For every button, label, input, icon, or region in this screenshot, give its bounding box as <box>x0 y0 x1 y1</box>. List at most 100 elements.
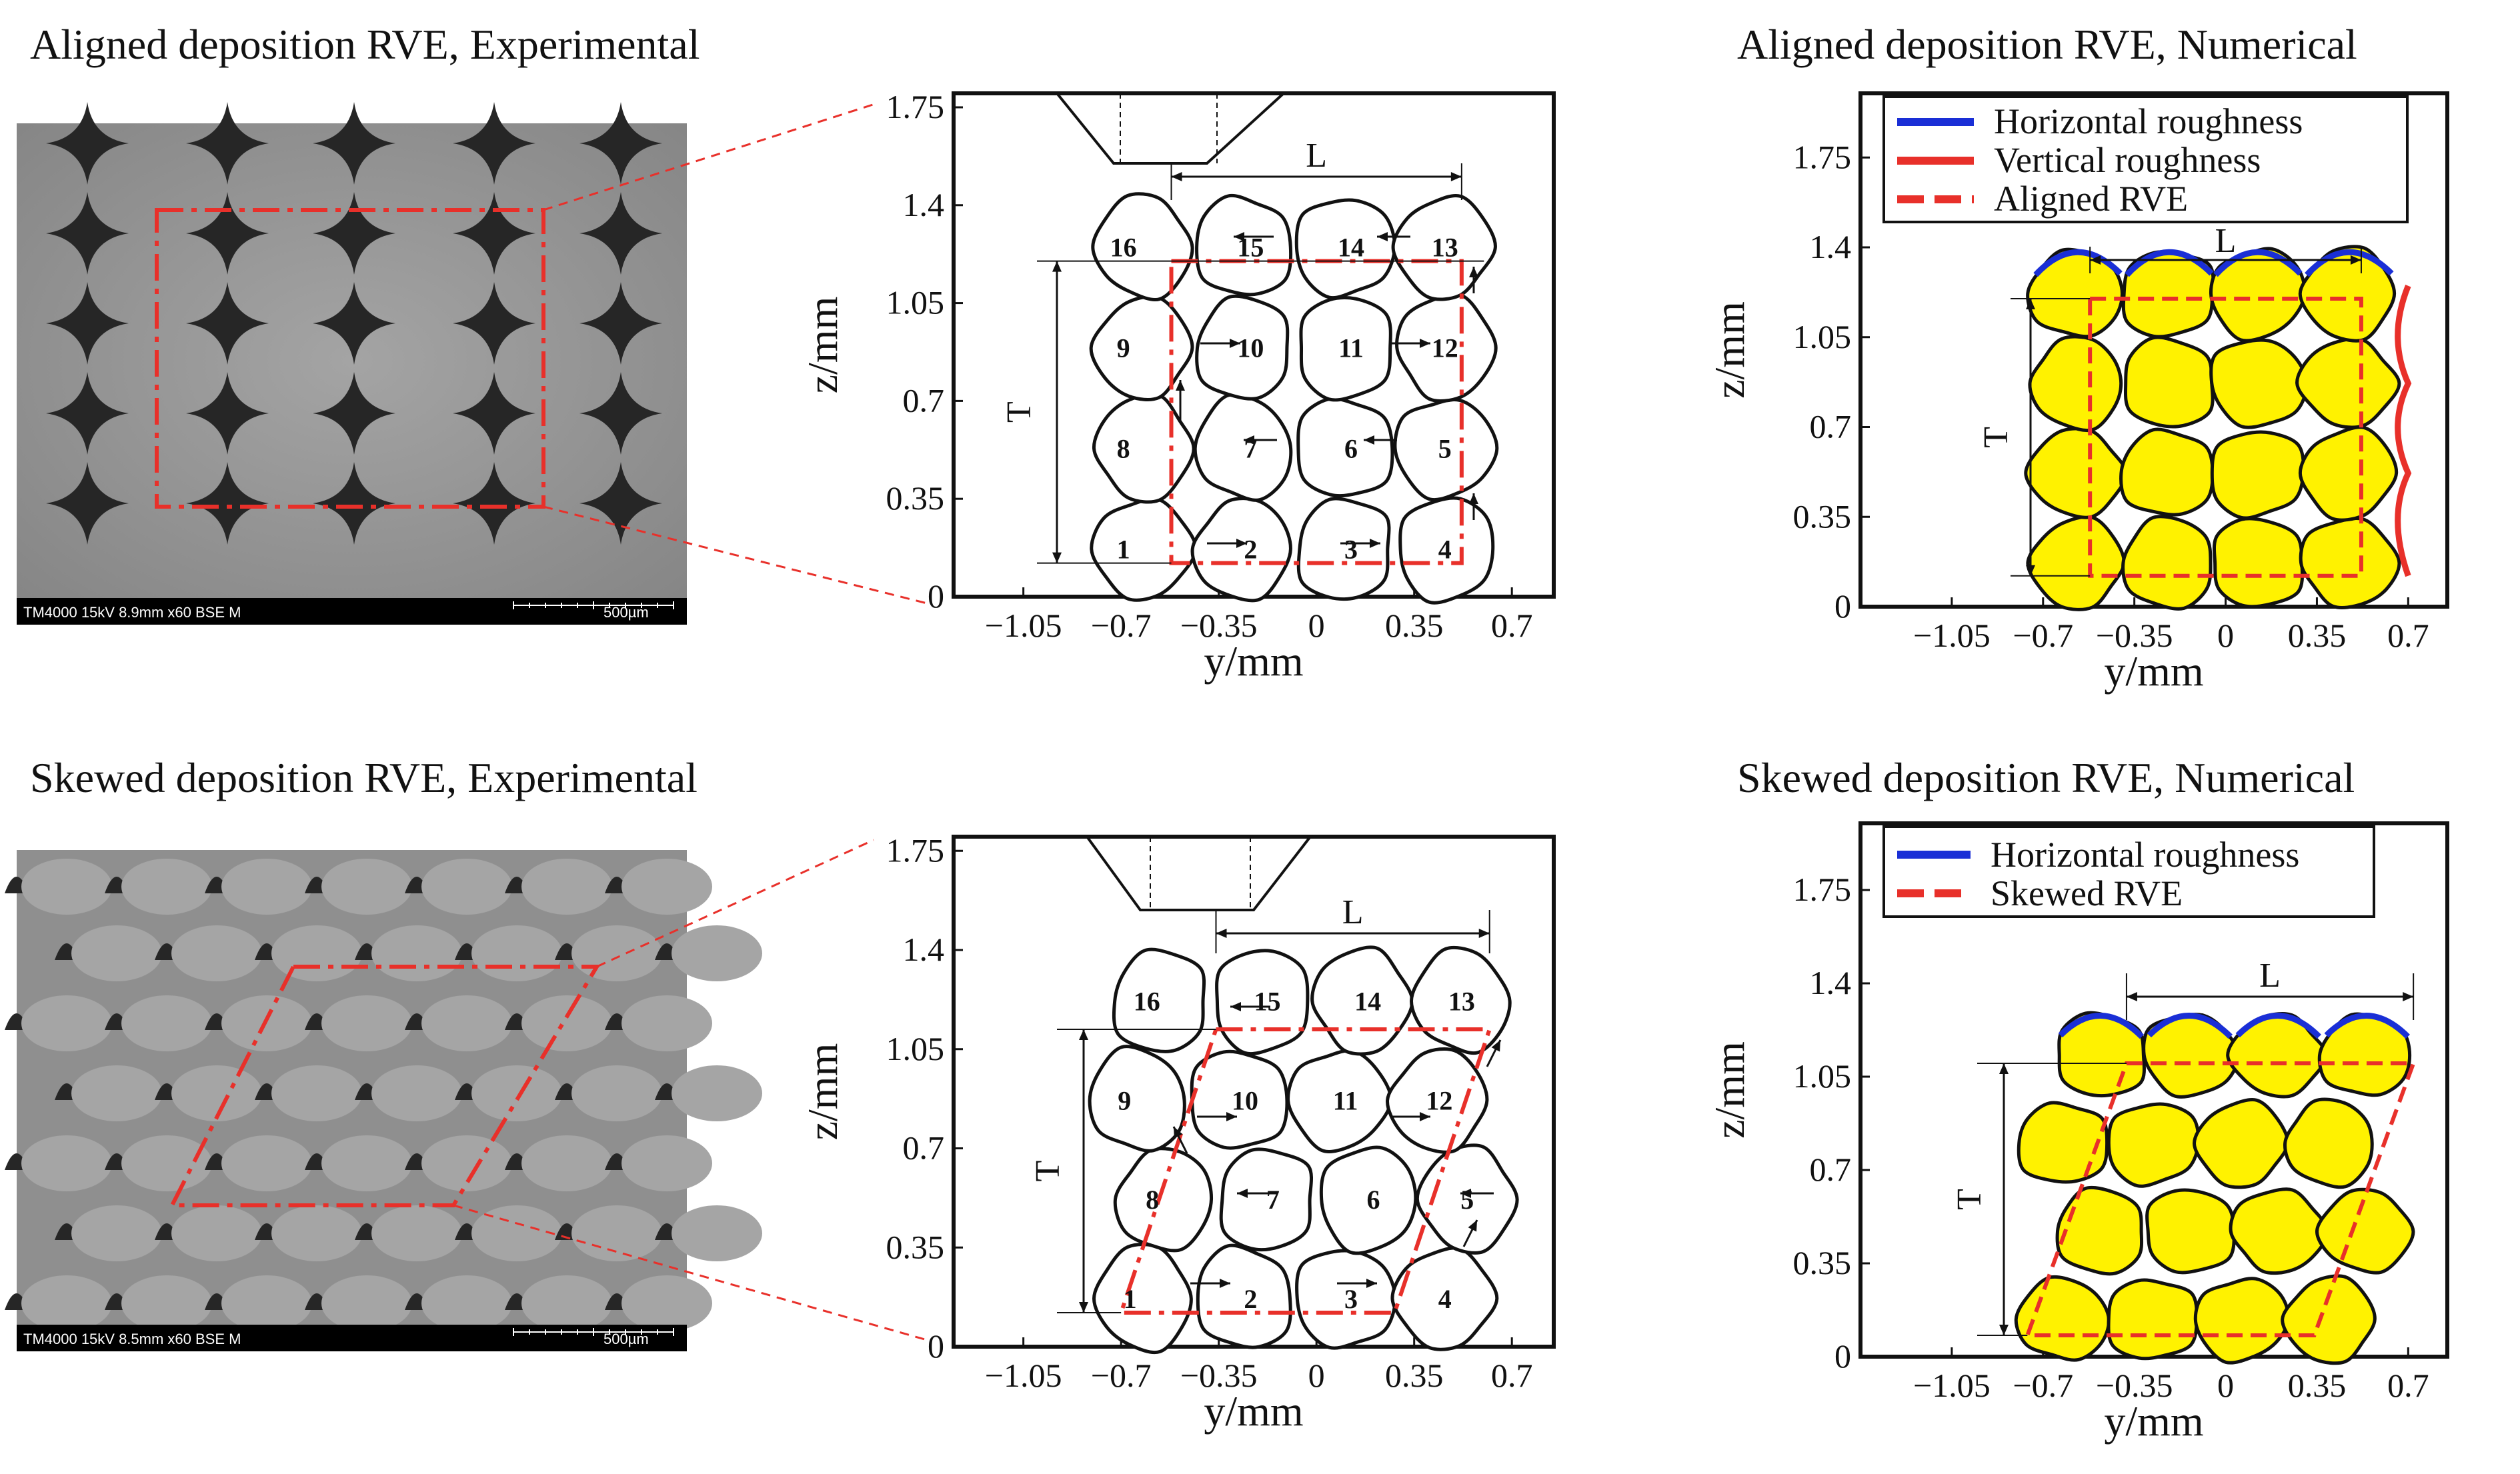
x-axis-label: y/mm <box>1204 637 1303 685</box>
x-tick-label: −0.35 <box>2096 617 2173 654</box>
nozzle <box>1084 835 1314 911</box>
sem-void <box>453 462 535 545</box>
sem-bead <box>471 1065 562 1121</box>
y-tick-label: 1.4 <box>1810 228 1852 265</box>
filament <box>1398 496 1495 605</box>
horizontal-roughness <box>2213 249 2303 277</box>
sem-bead <box>321 1135 412 1191</box>
sem-bead <box>21 1135 112 1191</box>
filament <box>2017 1101 2109 1184</box>
legend-entry: Vertical roughness <box>1994 140 2261 180</box>
x-tick-label: 0.7 <box>1491 607 1533 644</box>
x-tick-label: 0.7 <box>2387 1367 2429 1404</box>
sem-bead <box>621 859 712 915</box>
filament <box>2055 1185 2144 1276</box>
title-skewed-numerical: Skewed deposition RVE, Numerical <box>1737 754 2355 801</box>
filament-number: 12 <box>1432 333 1458 363</box>
sem-void <box>46 282 129 365</box>
horizontal-roughness <box>2147 1013 2233 1039</box>
filament <box>1395 292 1498 403</box>
sem-void <box>186 102 269 185</box>
sem-bead <box>571 1205 662 1261</box>
thickness-label: T <box>1951 1189 1989 1210</box>
filament <box>2298 245 2397 343</box>
filament-number: 3 <box>1344 1284 1358 1314</box>
filament <box>1089 295 1194 401</box>
sem-void <box>186 282 269 365</box>
filament <box>2123 335 2215 429</box>
arrowhead <box>1234 232 1244 241</box>
filament <box>1195 193 1293 297</box>
sem-bead <box>121 1275 212 1331</box>
arrowhead <box>1460 1189 1471 1198</box>
legend-entry: Aligned RVE <box>1994 179 2188 219</box>
title-skewed-experimental: Skewed deposition RVE, Experimental <box>30 754 698 801</box>
sem-bead <box>221 859 312 915</box>
sem-bead <box>321 1275 412 1331</box>
y-tick-label: 0.7 <box>903 1129 945 1167</box>
filament <box>2192 1098 2290 1189</box>
sem-bead <box>371 925 462 981</box>
horizontal-roughness <box>2033 249 2123 277</box>
legend-entry: Horizontal roughness <box>1991 835 2299 875</box>
horizontal-roughness <box>2305 249 2394 277</box>
sem-bead <box>672 1205 762 1261</box>
vertical-roughness <box>2395 285 2412 577</box>
filament <box>1294 198 1397 300</box>
filament <box>2193 1277 2291 1365</box>
filament <box>1319 1145 1418 1255</box>
filament-number: 2 <box>1244 1284 1257 1314</box>
sem-bead <box>71 1205 162 1261</box>
sem-bead <box>521 1275 612 1331</box>
x-tick-label: 0 <box>2217 1367 2234 1404</box>
sem-bead <box>621 995 712 1051</box>
arrowhead <box>1226 1112 1237 1121</box>
horizontal-roughness <box>2235 1013 2321 1039</box>
filament <box>1296 397 1394 498</box>
arrowhead <box>1366 1279 1377 1288</box>
filament <box>2315 1187 2415 1275</box>
horizontal-roughness <box>2125 249 2214 277</box>
filament <box>2121 515 2213 611</box>
filament <box>1196 1243 1292 1349</box>
sem-bead <box>321 859 412 915</box>
y-tick-label: 0.35 <box>1793 1244 1852 1281</box>
y-tick-label: 0.7 <box>1810 408 1852 445</box>
arrowhead <box>1478 929 1490 938</box>
filament <box>1299 295 1392 402</box>
sem-bead <box>571 1065 662 1121</box>
sem-bead <box>471 925 562 981</box>
filament <box>2210 430 2305 520</box>
length-label: L <box>2259 957 2281 995</box>
filament <box>2119 427 2215 517</box>
filament-number: 5 <box>1438 434 1452 464</box>
filament-number: 13 <box>1432 233 1458 263</box>
filament <box>1391 194 1497 301</box>
y-tick-label: 0.7 <box>1810 1151 1852 1188</box>
sem-bead <box>71 1065 162 1121</box>
sem-bead <box>421 1135 512 1191</box>
filament-number: 15 <box>1254 987 1280 1017</box>
filament-number: 6 <box>1344 434 1358 464</box>
sem-image-aligned: TM4000 15kV 8.9mm x60 BSE M 500µm <box>17 102 928 625</box>
arrowhead <box>1174 1127 1183 1139</box>
sem-bead <box>221 1275 312 1331</box>
arrowhead <box>1469 493 1478 504</box>
x-axis-label: y/mm <box>2104 1397 2203 1445</box>
filament <box>2107 1102 2201 1188</box>
arrowhead <box>1079 1029 1088 1040</box>
filament-number: 9 <box>1117 333 1130 363</box>
sem-bead <box>471 1205 562 1261</box>
filament-number: 12 <box>1426 1085 1452 1115</box>
arrowhead <box>1052 261 1062 272</box>
arrowhead <box>1237 1189 1248 1198</box>
thickness-label: T <box>1977 427 2015 448</box>
arrowhead <box>1370 539 1380 548</box>
horizontal-roughness <box>2324 1013 2410 1039</box>
x-tick-label: −0.35 <box>2096 1367 2173 1404</box>
sem-void <box>186 372 269 455</box>
sem-bead <box>672 925 762 981</box>
sem-bead <box>171 1065 262 1121</box>
